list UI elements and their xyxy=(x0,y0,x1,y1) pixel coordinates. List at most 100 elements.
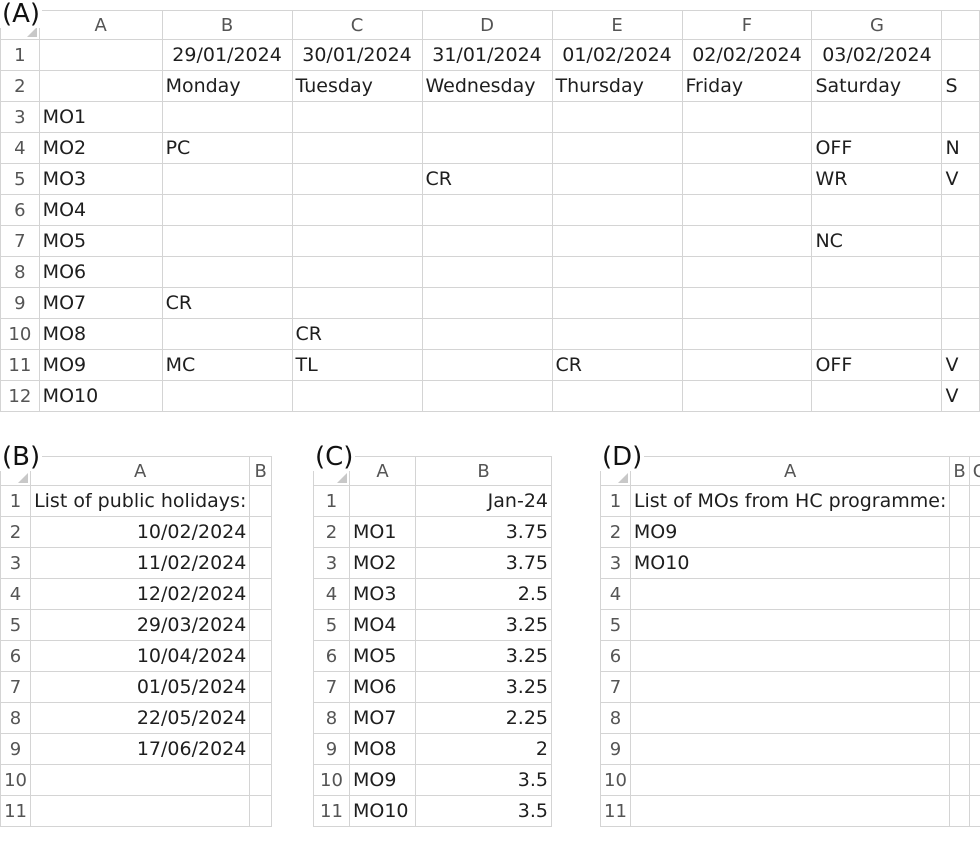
cell[interactable] xyxy=(249,578,272,610)
cell[interactable] xyxy=(161,380,293,412)
cell[interactable] xyxy=(291,194,423,226)
row-header[interactable]: 11 xyxy=(0,349,40,381)
cell[interactable] xyxy=(811,194,943,226)
row-header[interactable]: 7 xyxy=(0,671,32,703)
cell[interactable] xyxy=(551,318,683,350)
cell[interactable]: Monday xyxy=(161,70,293,102)
cell[interactable]: MO9 xyxy=(38,349,163,381)
row-header[interactable]: 9 xyxy=(600,733,631,765)
cell[interactable] xyxy=(968,578,980,610)
cell[interactable]: 01/05/2024 xyxy=(30,671,251,703)
column-header[interactable]: C xyxy=(291,10,423,40)
row-header[interactable]: 1 xyxy=(600,485,631,517)
row-header[interactable]: 10 xyxy=(0,764,32,796)
cell[interactable] xyxy=(968,671,980,703)
cell[interactable]: List of MOs from HC programme: xyxy=(629,485,951,517)
column-header[interactable]: B xyxy=(161,10,293,40)
cell[interactable] xyxy=(551,101,683,133)
cell[interactable]: 17/06/2024 xyxy=(30,733,251,765)
cell[interactable]: 3.75 xyxy=(415,547,552,579)
cell[interactable] xyxy=(249,516,272,548)
column-header[interactable]: C xyxy=(968,456,980,486)
column-header[interactable]: F xyxy=(681,10,813,40)
cell[interactable] xyxy=(681,163,813,195)
cell[interactable] xyxy=(949,640,970,672)
column-header[interactable] xyxy=(941,10,980,40)
cell[interactable]: MO7 xyxy=(38,287,163,319)
column-header[interactable]: G xyxy=(811,10,943,40)
cell[interactable]: MO9 xyxy=(629,516,951,548)
row-header[interactable]: 3 xyxy=(600,547,631,579)
row-header[interactable]: 8 xyxy=(0,256,40,288)
column-header[interactable]: A xyxy=(30,456,251,486)
row-header[interactable]: 2 xyxy=(0,516,32,548)
row-header[interactable]: 2 xyxy=(600,516,631,548)
cell[interactable]: MO2 xyxy=(38,132,163,164)
cell[interactable]: 22/05/2024 xyxy=(30,702,251,734)
cell[interactable]: 3.5 xyxy=(415,795,552,827)
cell[interactable] xyxy=(811,380,943,412)
column-header[interactable]: E xyxy=(551,10,683,40)
cell[interactable]: 11/02/2024 xyxy=(30,547,251,579)
column-header[interactable]: A xyxy=(349,456,416,486)
row-header[interactable]: 6 xyxy=(0,640,32,672)
cell[interactable] xyxy=(629,640,951,672)
cell[interactable]: 2 xyxy=(415,733,552,765)
cell[interactable]: MO9 xyxy=(349,764,416,796)
cell[interactable]: MO5 xyxy=(38,225,163,257)
cell[interactable] xyxy=(551,194,683,226)
cell[interactable] xyxy=(161,101,293,133)
cell[interactable] xyxy=(949,578,970,610)
cell[interactable] xyxy=(551,380,683,412)
cell[interactable] xyxy=(349,485,416,517)
cell[interactable] xyxy=(968,516,980,548)
cell[interactable] xyxy=(291,163,423,195)
cell[interactable]: MO3 xyxy=(349,578,416,610)
cell[interactable] xyxy=(629,609,951,641)
cell[interactable]: CR xyxy=(421,163,553,195)
cell[interactable]: 29/01/2024 xyxy=(161,39,293,71)
cell[interactable]: 30/01/2024 xyxy=(291,39,423,71)
cell[interactable] xyxy=(421,380,553,412)
cell[interactable] xyxy=(968,733,980,765)
cell[interactable] xyxy=(681,287,813,319)
cell[interactable]: MO2 xyxy=(349,547,416,579)
cell[interactable] xyxy=(681,132,813,164)
cell[interactable] xyxy=(941,39,980,71)
cell[interactable] xyxy=(249,640,272,672)
row-header[interactable]: 5 xyxy=(0,163,40,195)
cell[interactable] xyxy=(249,547,272,579)
row-header[interactable]: 4 xyxy=(313,578,350,610)
cell[interactable] xyxy=(681,225,813,257)
cell[interactable] xyxy=(949,485,970,517)
cell[interactable] xyxy=(551,256,683,288)
cell[interactable]: 3.5 xyxy=(415,764,552,796)
cell[interactable]: MO7 xyxy=(349,702,416,734)
row-header[interactable]: 5 xyxy=(600,609,631,641)
row-header[interactable]: 1 xyxy=(313,485,350,517)
cell[interactable] xyxy=(629,733,951,765)
row-header[interactable]: 8 xyxy=(0,702,32,734)
cell[interactable]: MC xyxy=(161,349,293,381)
cell[interactable] xyxy=(968,547,980,579)
cell[interactable] xyxy=(681,349,813,381)
cell[interactable]: 2.25 xyxy=(415,702,552,734)
cell[interactable]: Jan-24 xyxy=(415,485,552,517)
row-header[interactable]: 2 xyxy=(313,516,350,548)
cell[interactable] xyxy=(421,349,553,381)
column-header[interactable]: A xyxy=(629,456,951,486)
row-header[interactable]: 1 xyxy=(0,485,32,517)
cell[interactable]: 03/02/2024 xyxy=(811,39,943,71)
cell[interactable] xyxy=(291,132,423,164)
cell[interactable] xyxy=(249,702,272,734)
cell[interactable]: N xyxy=(941,132,980,164)
cell[interactable] xyxy=(249,764,272,796)
row-header[interactable]: 11 xyxy=(0,795,32,827)
cell[interactable] xyxy=(249,733,272,765)
cell[interactable] xyxy=(629,764,951,796)
row-header[interactable]: 7 xyxy=(600,671,631,703)
cell[interactable] xyxy=(161,163,293,195)
cell[interactable] xyxy=(949,733,970,765)
cell[interactable]: 3.25 xyxy=(415,671,552,703)
row-header[interactable]: 6 xyxy=(600,640,631,672)
